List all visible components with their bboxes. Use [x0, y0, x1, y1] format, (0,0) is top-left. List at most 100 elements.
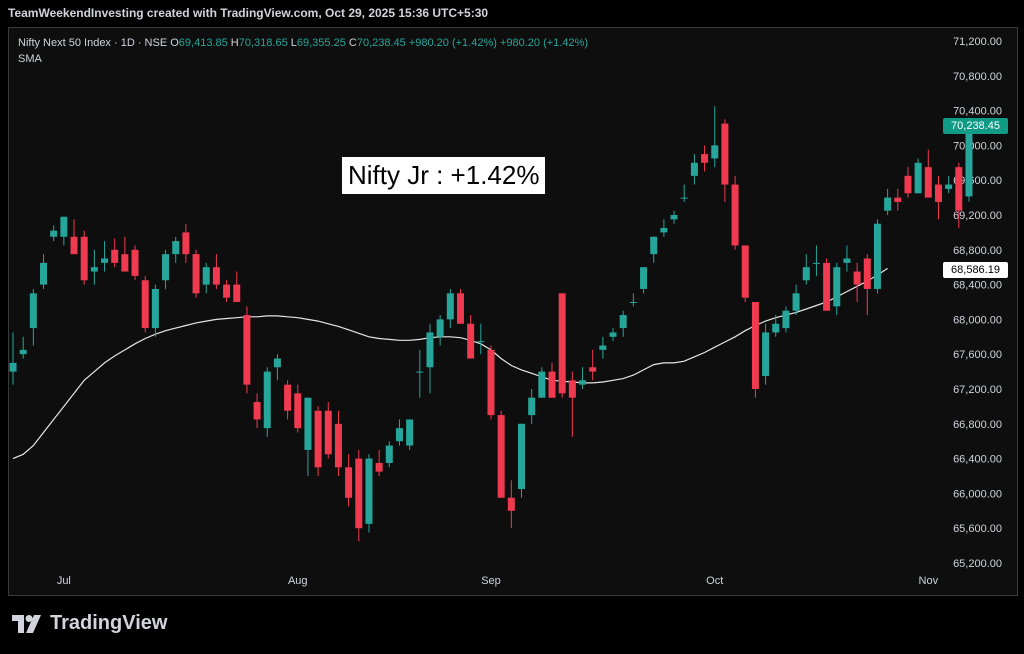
- sma-line: [12, 267, 888, 460]
- symbol-name: Nifty Next 50 Index · 1D · NSE: [18, 37, 168, 49]
- candle-body: [751, 302, 759, 389]
- candle-body: [131, 249, 139, 276]
- high-label: H: [230, 37, 239, 49]
- candle-body: [945, 184, 953, 189]
- y-axis-tick-label: 65,200.00: [953, 558, 1002, 570]
- candle-body: [101, 258, 109, 263]
- y-axis-tick-label: 68,400.00: [953, 280, 1002, 292]
- y-axis-tick-label: 66,000.00: [953, 488, 1002, 500]
- y-axis-tick-label: 66,800.00: [953, 419, 1002, 431]
- candle-body: [324, 410, 332, 455]
- candle-body: [599, 345, 607, 350]
- y-axis-tick-label: 67,200.00: [953, 384, 1002, 396]
- candle-body: [690, 162, 698, 176]
- candle-body: [518, 423, 525, 490]
- candle-body: [589, 367, 597, 372]
- open-value: 69,413.85: [178, 37, 228, 49]
- candle-body: [934, 184, 942, 202]
- candle-body: [233, 284, 241, 302]
- y-axis-tick-label: 66,400.00: [953, 454, 1002, 466]
- y-axis-tick-label: 65,600.00: [953, 523, 1002, 535]
- candle-body: [19, 349, 27, 355]
- candle-body: [60, 216, 68, 237]
- candle-body: [711, 145, 719, 159]
- change-value-2: +980.20 (+1.42%): [499, 37, 589, 49]
- candle-body: [406, 419, 414, 446]
- candle-body: [853, 271, 861, 285]
- candle-body: [111, 249, 119, 263]
- candle-body: [263, 371, 271, 429]
- candle-body: [385, 445, 393, 463]
- y-axis-tick-label: 69,600.00: [953, 175, 1002, 187]
- close-label: C: [348, 37, 357, 49]
- candle-body: [253, 402, 261, 420]
- candle-body: [487, 349, 495, 416]
- y-axis-tick-label: 69,200.00: [953, 210, 1002, 222]
- candle-body: [924, 167, 932, 198]
- candle-body: [904, 175, 912, 194]
- candle-body: [141, 280, 149, 329]
- candle-body: [375, 462, 383, 472]
- candle-body: [365, 458, 373, 524]
- candle-body: [914, 162, 922, 194]
- tradingview-logo: TradingView: [12, 612, 167, 635]
- candle-body: [548, 371, 556, 398]
- candle-body: [873, 223, 881, 289]
- candle-body: [395, 428, 403, 442]
- candle-body: [162, 254, 170, 281]
- candle-body: [202, 267, 210, 285]
- candle-body: [436, 319, 444, 337]
- candle-body: [355, 458, 363, 529]
- candle-body: [863, 258, 871, 289]
- candle-body: [304, 397, 312, 450]
- candle-body: [701, 154, 709, 163]
- candle-body: [833, 267, 841, 307]
- y-axis-tick-label: 70,800.00: [953, 71, 1002, 83]
- y-axis-tick-label: 68,800.00: [953, 245, 1002, 257]
- symbol-legend: Nifty Next 50 Index · 1D · NSE O69,413.8…: [18, 37, 588, 49]
- candle-body: [314, 410, 322, 468]
- candle-body: [446, 293, 454, 320]
- y-axis-tick-label: 67,600.00: [953, 349, 1002, 361]
- candle-body: [609, 332, 617, 337]
- candle-body: [782, 310, 790, 329]
- chart-attribution: TeamWeekendInvesting created with Tradin…: [8, 6, 489, 20]
- brand-name: TradingView: [50, 612, 168, 634]
- candle-body: [497, 415, 505, 498]
- candle-body: [90, 267, 98, 272]
- sma-indicator-label[interactable]: SMA: [18, 53, 42, 65]
- candle-body: [955, 167, 963, 211]
- candle-body: [121, 254, 129, 272]
- y-axis-tick-label: 70,000.00: [953, 140, 1002, 152]
- candle-body: [812, 262, 820, 264]
- candle-body: [40, 262, 48, 285]
- candle-body: [172, 241, 180, 255]
- candle-body: [629, 302, 637, 303]
- candle-body: [772, 323, 780, 333]
- candle-body: [80, 236, 88, 281]
- candle-body: [50, 230, 58, 237]
- candle-body: [477, 341, 485, 343]
- candle-body: [680, 197, 688, 199]
- y-axis-tick-label: 71,200.00: [953, 36, 1002, 48]
- x-axis-tick-label: Nov: [919, 575, 939, 587]
- candle-body: [823, 262, 831, 311]
- candle-body: [650, 236, 658, 255]
- chart-annotation[interactable]: Nifty Jr : +1.42%: [342, 157, 546, 194]
- candle-body: [894, 197, 902, 202]
- candle-body: [965, 124, 973, 197]
- open-label: O: [170, 37, 179, 49]
- candle-body: [9, 362, 17, 372]
- candle-body: [467, 323, 475, 359]
- candle-body: [721, 123, 729, 185]
- close-value: 70,238.45: [356, 37, 406, 49]
- candle-body: [640, 267, 648, 289]
- candle-body: [568, 380, 576, 398]
- x-axis-tick-label: Aug: [288, 575, 308, 587]
- change-value: +980.20 (+1.42%): [408, 37, 497, 49]
- y-axis-tick-label: 70,400.00: [953, 106, 1002, 118]
- candle-body: [243, 315, 251, 385]
- candle-body: [762, 332, 770, 376]
- candle-body: [507, 497, 515, 511]
